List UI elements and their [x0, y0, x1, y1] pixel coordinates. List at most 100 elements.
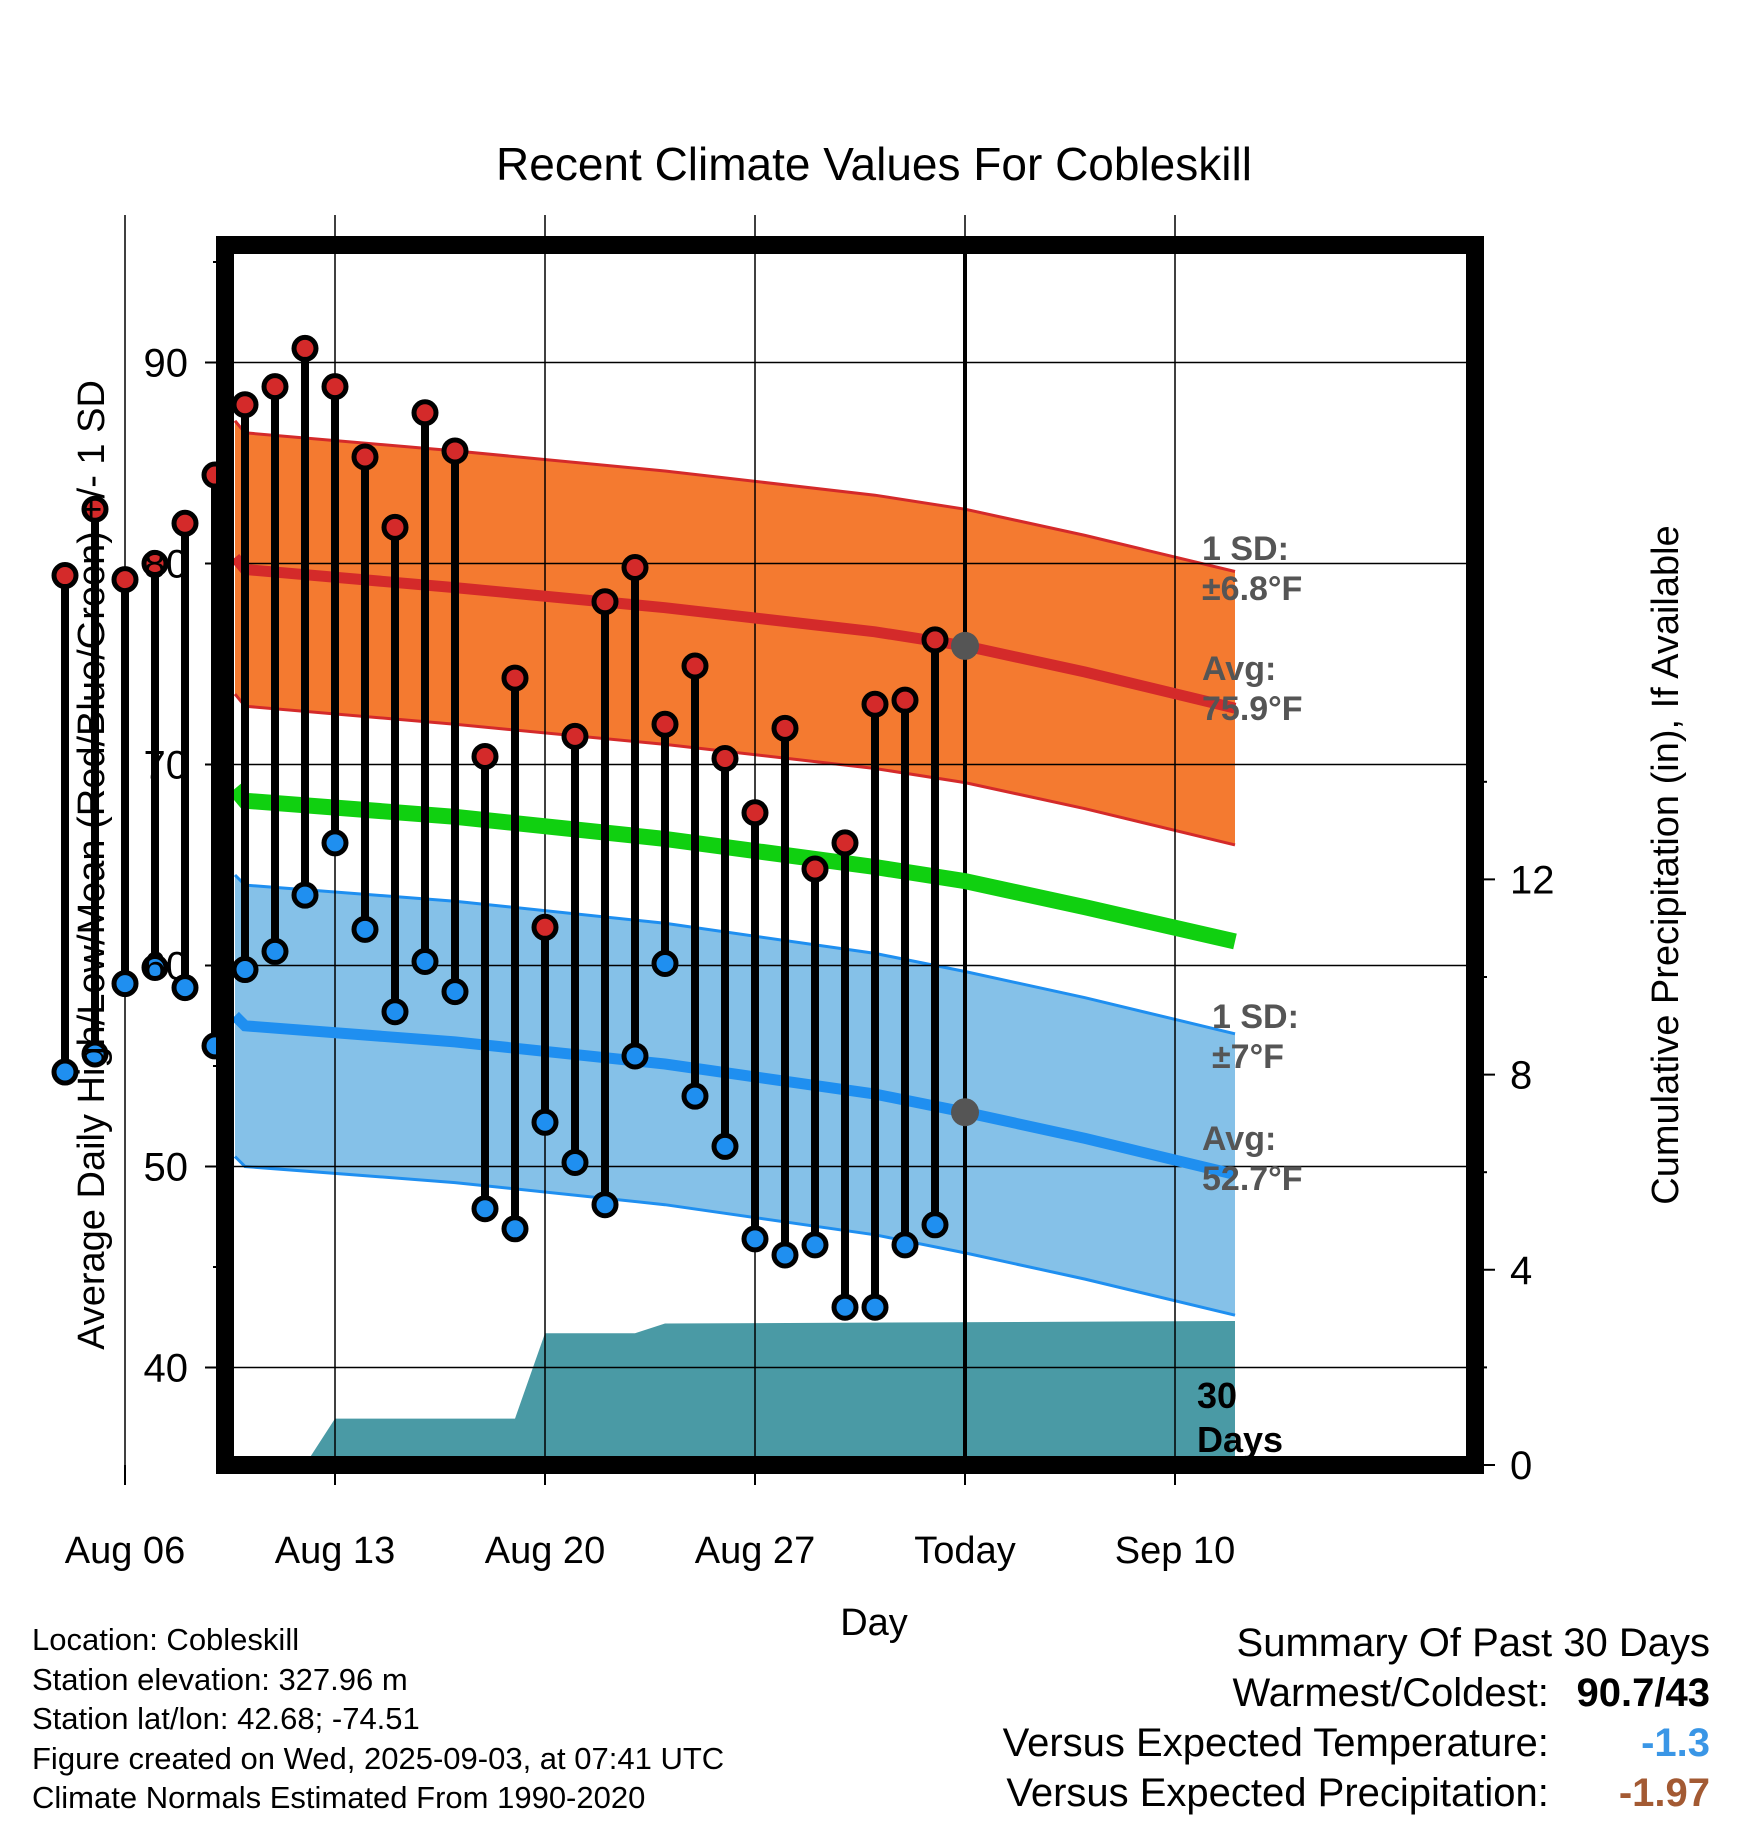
x-tick-label-0: Aug 06 [65, 1530, 185, 1572]
latlon-text: Station lat/lon: 42.68; -74.51 [32, 1701, 420, 1736]
temp-label: Versus Expected Temperature: [1002, 1721, 1549, 1765]
x-tick-label-3: Aug 27 [695, 1530, 815, 1572]
normals-text: Climate Normals Estimated From 1990-2020 [32, 1780, 646, 1815]
normal-high-line [230, 553, 1237, 714]
sd-bands [233, 419, 1236, 1317]
elevation-text: Station elevation: 327.96 m [32, 1661, 408, 1697]
low-point [501, 1215, 529, 1243]
high-point [351, 443, 379, 471]
plot-border [216, 236, 1484, 1474]
y-tick-label-80: 80 [144, 543, 189, 587]
low-point [831, 1293, 859, 1321]
low-point [741, 1225, 769, 1253]
low-point [81, 1040, 109, 1068]
warmest-label: Warmest/Coldest: [1232, 1671, 1549, 1715]
plot-frame [216, 236, 1484, 1474]
high-avg-label: Avg: 75.9°F [1202, 650, 1303, 728]
high-point [141, 550, 169, 577]
high-point [51, 562, 79, 590]
location-text: Location: Cobleskill [32, 1622, 300, 1657]
high-sd-upper-edge [233, 419, 1236, 573]
high-point [411, 399, 439, 427]
low-point [921, 1211, 949, 1239]
y2-tick-label-12: 12 [1510, 858, 1555, 902]
low-sd-upper-edge [233, 873, 1236, 1036]
low-point [111, 970, 139, 998]
low-point [411, 947, 439, 975]
high-point [831, 829, 859, 857]
y-tick-label-60: 60 [144, 945, 189, 989]
low-avg-label: Avg: 52.7°F [1202, 1120, 1303, 1198]
high-point [471, 742, 499, 770]
precip-value: -1.97 [1618, 1771, 1710, 1815]
high-point [81, 495, 109, 523]
low-point [141, 954, 169, 982]
low-sd-lower-edge [233, 1155, 1236, 1317]
high-point [111, 566, 139, 594]
x-tick-label-2: Aug 20 [485, 1530, 605, 1572]
summary-temp-row: Versus Expected Temperature: -1.3 [1003, 1718, 1710, 1768]
low-point [321, 829, 349, 857]
low-point [471, 1195, 499, 1223]
low-point [291, 881, 319, 909]
low-point [261, 937, 289, 965]
high-point [561, 722, 589, 750]
axes: 40 50 60 70 80 90 0 4 8 12 Aug 06 Aug 13 Aug 20 Aug 2… [65, 261, 1555, 1572]
low-point [171, 974, 199, 1002]
y-tick-label-50: 50 [144, 1146, 189, 1190]
precip-label: Versus Expected Precipitation: [1006, 1771, 1549, 1815]
x-axis-label: Day [840, 1602, 908, 1644]
normal-lines [228, 553, 1237, 1180]
annotations: 1 SD: ±6.8°F Avg: 75.9°F 1 SD: ±7°F Avg: 52.7°F… [951, 530, 1303, 1460]
low-point [591, 1191, 619, 1219]
y2-axis-label: Cumulative Precipitation (in), If Availa… [1645, 525, 1687, 1204]
high-point [681, 652, 709, 680]
daily-points [51, 334, 949, 1321]
today-low-normal-marker [951, 1098, 979, 1127]
y-axis-label: Average Daily High/Low/Mean (Red/Blue/Gr… [71, 380, 113, 1350]
y2-tick-label-4: 4 [1510, 1249, 1532, 1293]
high-point [261, 373, 289, 401]
low-point [561, 1148, 589, 1176]
low-point [231, 956, 259, 984]
y2-tick-label-8: 8 [1510, 1054, 1532, 1098]
low-point [51, 1058, 79, 1086]
high-point [171, 509, 199, 537]
summary-warmest-row: Warmest/Coldest: 90.7/43 [1003, 1668, 1711, 1718]
high-sd-lower-edge [233, 693, 1236, 847]
high-point [501, 664, 529, 692]
low-point [351, 915, 379, 943]
high-point [531, 913, 559, 941]
summary-precip-row: Versus Expected Precipitation: -1.97 [1003, 1768, 1710, 1818]
high-point [231, 391, 259, 419]
daily-range-bars [61, 348, 939, 1308]
low-point [651, 949, 679, 977]
created-text: Figure created on Wed, 2025-09-03, at 07… [32, 1740, 725, 1776]
high-point [711, 744, 739, 772]
high-sd-band [235, 420, 1235, 845]
normal-low-line [231, 1011, 1237, 1180]
high-point [591, 588, 619, 616]
precipitation-fill [235, 1321, 1235, 1465]
x-tick-label-4: Today [914, 1530, 1015, 1572]
low-point [891, 1231, 919, 1259]
x-tick-label-5: Sep 10 [1115, 1530, 1235, 1572]
high-point [801, 855, 829, 883]
station-info: Location: Cobleskill Station elevation: … [32, 1620, 724, 1818]
low-point [711, 1132, 739, 1160]
low-sd-label: 1 SD: ±7°F [1212, 998, 1299, 1076]
precipitation-area [235, 1321, 1235, 1465]
high-point [861, 690, 889, 718]
low-sd-band [235, 875, 1235, 1316]
low-point [531, 1108, 559, 1136]
summary-title: Summary Of Past 30 Days [1236, 1621, 1710, 1665]
low-point [771, 1241, 799, 1269]
normal-mean-line [228, 783, 1237, 950]
chart-title: Recent Climate Values For Cobleskill [496, 138, 1252, 190]
high-point [741, 799, 769, 827]
y2-tick-label-0: 0 [1510, 1444, 1532, 1488]
high-point [381, 513, 409, 541]
low-point [381, 998, 409, 1026]
high-point [321, 373, 349, 401]
high-point [291, 334, 319, 362]
